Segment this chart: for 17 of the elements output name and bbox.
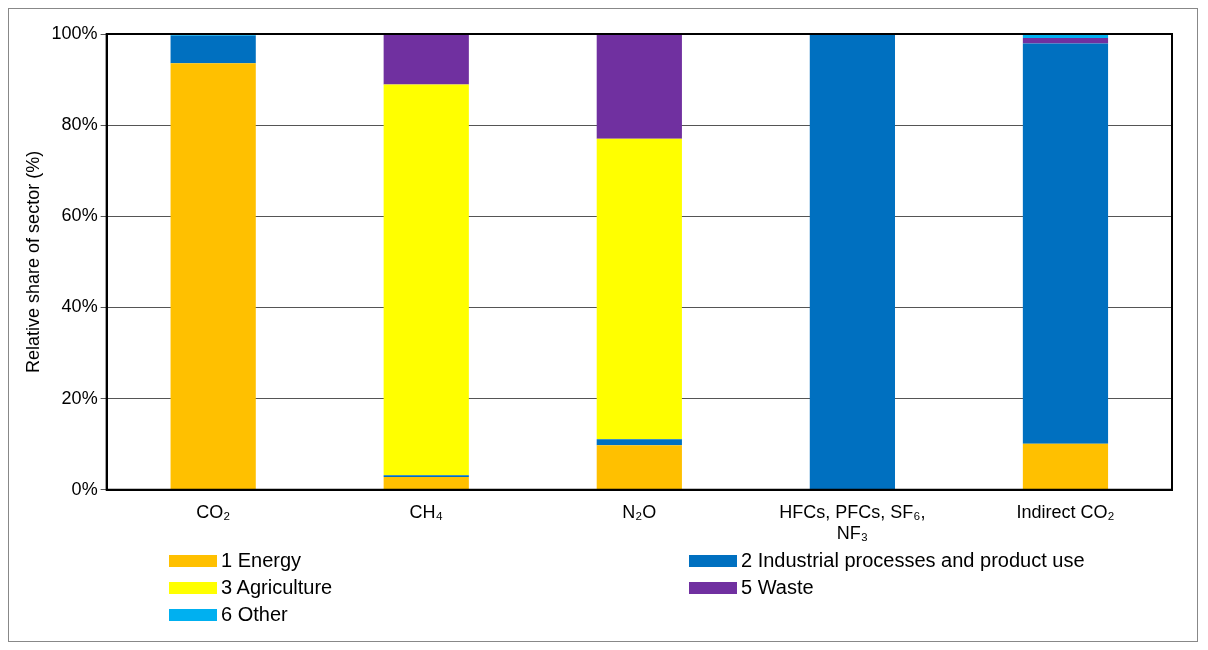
y-tick-label: 0% bbox=[71, 478, 98, 499]
legend-label: 1 Energy bbox=[221, 549, 302, 572]
y-tick-label: 40% bbox=[61, 296, 98, 317]
x-tick-label: CO₂ bbox=[196, 501, 231, 522]
legend-label: 6 Other bbox=[221, 603, 288, 626]
y-tick-label: 80% bbox=[61, 114, 98, 135]
x-tick-label: Indirect CO₂ bbox=[1016, 501, 1115, 522]
x-tick-label: CH₄ bbox=[409, 501, 443, 522]
y-tick-label: 60% bbox=[61, 205, 98, 226]
legend-label: 2 Industrial processes and product use bbox=[741, 549, 1085, 572]
x-tick-label: HFCs, PFCs, SF₆, NF₃ bbox=[779, 501, 926, 544]
legend-label: 3 Agriculture bbox=[221, 576, 333, 599]
y-axis-title: Relative share of sector (%) bbox=[22, 150, 43, 373]
y-tick-label: 100% bbox=[51, 22, 98, 43]
x-tick-label: N₂O bbox=[622, 501, 657, 522]
legend-label: 5 Waste bbox=[741, 576, 814, 599]
y-tick-label: 20% bbox=[61, 387, 98, 408]
